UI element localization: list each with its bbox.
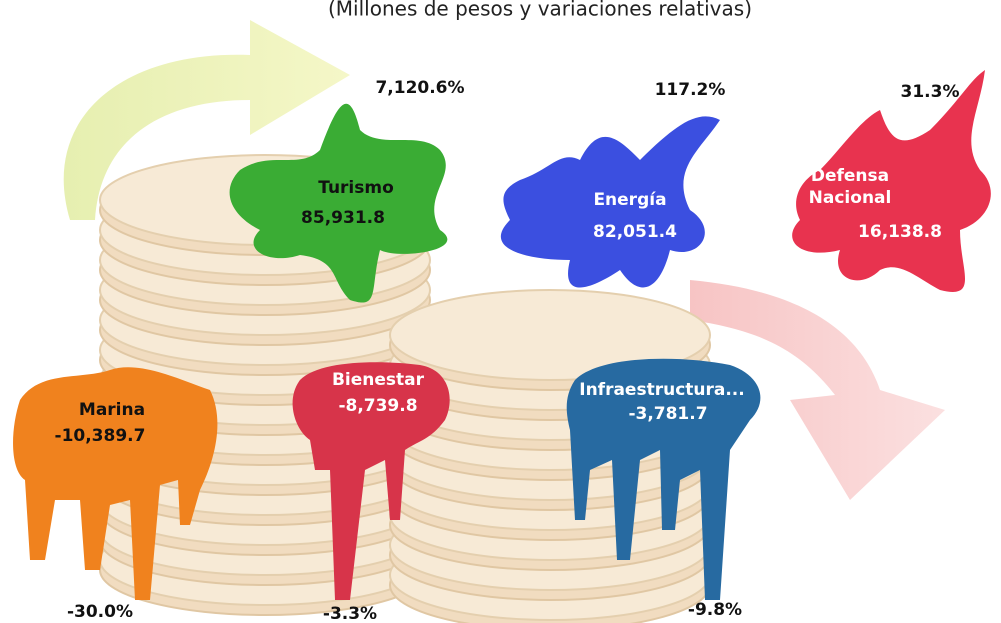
item-change: -30.0% (67, 602, 133, 622)
splash-marina (13, 367, 218, 600)
splash-bienestar (292, 362, 450, 600)
item-name: Turismo (318, 178, 394, 198)
arrow (63, 20, 350, 220)
item-name: Marina (79, 400, 145, 420)
item-name: Energía (593, 190, 666, 210)
splash-turismo (229, 103, 448, 303)
item-value: 82,051.4 (593, 222, 677, 242)
item-name: Defensa Nacional (808, 166, 892, 208)
item-value: -3,781.7 (628, 404, 707, 424)
item-name: Infraestructura... (579, 380, 744, 400)
splash-energia (500, 116, 720, 288)
item-value: -8,739.8 (338, 396, 417, 416)
item-value: 16,138.8 (858, 222, 942, 242)
item-change: 7,120.6% (375, 78, 464, 98)
item-change: 117.2% (655, 80, 726, 100)
splash-infraestructura (566, 358, 761, 600)
item-change: -9.8% (688, 600, 742, 620)
item-name: Bienestar (332, 370, 425, 390)
subtitle: (Millones de pesos y variaciones relativ… (328, 0, 752, 21)
item-name-wrap: Defensa Nacional (808, 166, 892, 208)
item-change: 31.3% (901, 82, 960, 102)
arrow (690, 280, 945, 500)
item-value: 85,931.8 (301, 208, 385, 228)
item-change: -3.3% (323, 604, 377, 623)
item-value: -10,389.7 (55, 426, 146, 446)
coin (389, 289, 711, 381)
splash-defensa (792, 70, 991, 292)
